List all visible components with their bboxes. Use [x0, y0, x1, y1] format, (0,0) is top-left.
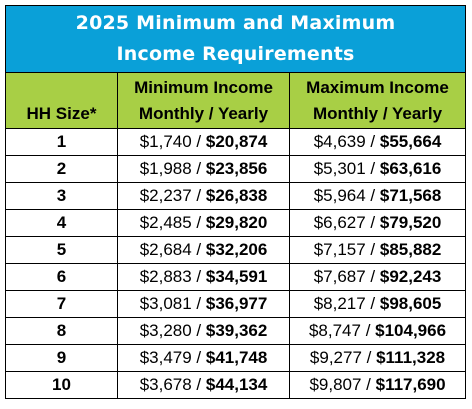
hh-size-cell: 9: [5, 344, 118, 372]
max-income-cell: $8,217 / $98,605: [288, 290, 467, 318]
min-monthly: $1,740: [139, 132, 192, 151]
min-monthly: $2,237: [139, 186, 192, 205]
table-row: 1 $1,740 / $20,874 $4,639 / $55,664: [5, 128, 467, 156]
table-row: 10 $3,678 / $44,134 $9,807 / $117,690: [5, 371, 467, 399]
max-monthly: $9,277: [309, 348, 362, 367]
header-min-sep: /: [204, 103, 218, 123]
header-hh-size: HH Size*: [5, 72, 118, 129]
max-monthly: $5,301: [313, 159, 366, 178]
header-min-yearly: Yearly: [217, 103, 269, 123]
min-yearly: $29,820: [205, 213, 268, 232]
min-yearly: $39,362: [205, 321, 268, 340]
hh-size-cell: 2: [5, 155, 118, 183]
table-title-line2: Income Requirements: [116, 43, 355, 65]
min-income-cell: $1,740 / $20,874: [117, 128, 290, 156]
max-income-cell: $8,747 / $104,966: [288, 317, 467, 345]
min-income-cell: $3,280 / $39,362: [117, 317, 290, 345]
max-income-cell: $7,157 / $85,882: [288, 236, 467, 264]
max-yearly: $104,966: [375, 321, 447, 340]
header-min-subtitle: Monthly / Yearly: [118, 101, 289, 127]
table-row: 6 $2,883 / $34,591 $7,687 / $92,243: [5, 263, 467, 291]
min-monthly: $3,280: [139, 321, 192, 340]
min-monthly: $2,485: [139, 213, 192, 232]
income-requirements-table: 2025 Minimum and Maximum Income Requirem…: [4, 5, 467, 399]
table-row: 5 $2,684 / $32,206 $7,157 / $85,882: [5, 236, 467, 264]
min-income-cell: $2,485 / $29,820: [117, 209, 290, 237]
max-income-cell: $9,277 / $111,328: [288, 344, 467, 372]
max-income-cell: $5,964 / $71,568: [288, 182, 467, 210]
hh-size-cell: 8: [5, 317, 118, 345]
min-monthly: $2,883: [139, 267, 192, 286]
table-row: 7 $3,081 / $36,977 $8,217 / $98,605: [5, 290, 467, 318]
table-row: 3 $2,237 / $26,838 $5,964 / $71,568: [5, 182, 467, 210]
table-title-line1: 2025 Minimum and Maximum: [75, 12, 396, 34]
max-yearly: $71,568: [379, 186, 442, 205]
min-yearly: $41,748: [205, 348, 268, 367]
min-yearly: $23,856: [205, 159, 268, 178]
table-row: 9 $3,479 / $41,748 $9,277 / $111,328: [5, 344, 467, 372]
max-monthly: $4,639: [313, 132, 366, 151]
hh-size-cell: 6: [5, 263, 118, 291]
max-yearly: $111,328: [376, 348, 446, 367]
max-yearly: $117,690: [375, 375, 446, 394]
max-yearly: $63,616: [379, 159, 442, 178]
header-max-title: Maximum Income: [306, 77, 449, 97]
max-yearly: $98,605: [379, 294, 442, 313]
hh-size-cell: 4: [5, 209, 118, 237]
min-monthly: $3,479: [139, 348, 192, 367]
table-body: 1 $1,740 / $20,874 $4,639 / $55,664 2 $1…: [5, 128, 467, 399]
max-monthly: $9,807: [309, 375, 362, 394]
max-monthly: $8,217: [313, 294, 366, 313]
table-title: 2025 Minimum and Maximum Income Requirem…: [4, 5, 467, 73]
max-monthly: $7,687: [313, 267, 366, 286]
table-row: 4 $2,485 / $29,820 $6,627 / $79,520: [5, 209, 467, 237]
max-income-cell: $5,301 / $63,616: [288, 155, 467, 183]
max-yearly: $55,664: [379, 132, 442, 151]
header-min-title: Minimum Income: [134, 77, 273, 97]
hh-size-cell: 3: [5, 182, 118, 210]
min-income-cell: $1,988 / $23,856: [117, 155, 290, 183]
min-income-cell: $3,678 / $44,134: [117, 371, 290, 399]
max-income-cell: $6,627 / $79,520: [288, 209, 467, 237]
min-yearly: $26,838: [205, 186, 268, 205]
max-monthly: $8,747: [308, 321, 361, 340]
min-monthly: $3,678: [139, 375, 192, 394]
min-income-cell: $3,081 / $36,977: [117, 290, 290, 318]
max-income-cell: $7,687 / $92,243: [288, 263, 467, 291]
table-row: 2 $1,988 / $23,856 $5,301 / $63,616: [5, 155, 467, 183]
min-yearly: $44,134: [205, 375, 268, 394]
income-table-container: 2025 Minimum and Maximum Income Requirem…: [4, 5, 467, 399]
header-max-yearly: Yearly: [391, 103, 443, 123]
min-yearly: $32,206: [205, 240, 268, 259]
min-yearly: $36,977: [205, 294, 268, 313]
header-max-subtitle: Monthly / Yearly: [290, 101, 465, 127]
max-income-cell: $4,639 / $55,664: [288, 128, 467, 156]
hh-size-cell: 1: [5, 128, 118, 156]
max-monthly: $7,157: [313, 240, 366, 259]
max-yearly: $85,882: [379, 240, 442, 259]
header-max-sep: /: [378, 103, 392, 123]
min-income-cell: $2,237 / $26,838: [117, 182, 290, 210]
max-yearly: $79,520: [379, 213, 442, 232]
max-monthly: $6,627: [313, 213, 366, 232]
header-minimum-income: Minimum Income Monthly / Yearly: [117, 72, 290, 129]
table-row: 8 $3,280 / $39,362 $8,747 / $104,966: [5, 317, 467, 345]
min-yearly: $34,591: [205, 267, 268, 286]
min-monthly: $3,081: [139, 294, 192, 313]
header-maximum-income: Maximum Income Monthly / Yearly: [288, 72, 467, 129]
max-income-cell: $9,807 / $117,690: [288, 371, 467, 399]
max-yearly: $92,243: [379, 267, 442, 286]
max-monthly: $5,964: [313, 186, 366, 205]
min-yearly: $20,874: [205, 132, 268, 151]
hh-size-cell: 5: [5, 236, 118, 264]
min-monthly: $2,684: [139, 240, 192, 259]
hh-size-cell: 10: [5, 371, 118, 399]
header-max-monthly: Monthly: [312, 103, 379, 123]
hh-size-cell: 7: [5, 290, 118, 318]
min-income-cell: $2,883 / $34,591: [117, 263, 290, 291]
min-income-cell: $3,479 / $41,748: [117, 344, 290, 372]
header-min-monthly: Monthly: [138, 103, 205, 123]
min-monthly: $1,988: [139, 159, 192, 178]
min-income-cell: $2,684 / $32,206: [117, 236, 290, 264]
